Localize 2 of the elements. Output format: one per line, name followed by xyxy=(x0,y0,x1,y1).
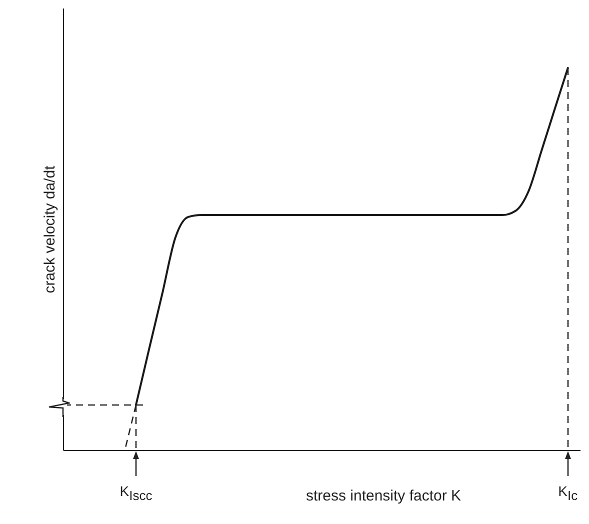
y-axis-title: crack velocity da/dt xyxy=(42,164,58,294)
x-axis-title: stress intensity factor K xyxy=(306,488,462,504)
